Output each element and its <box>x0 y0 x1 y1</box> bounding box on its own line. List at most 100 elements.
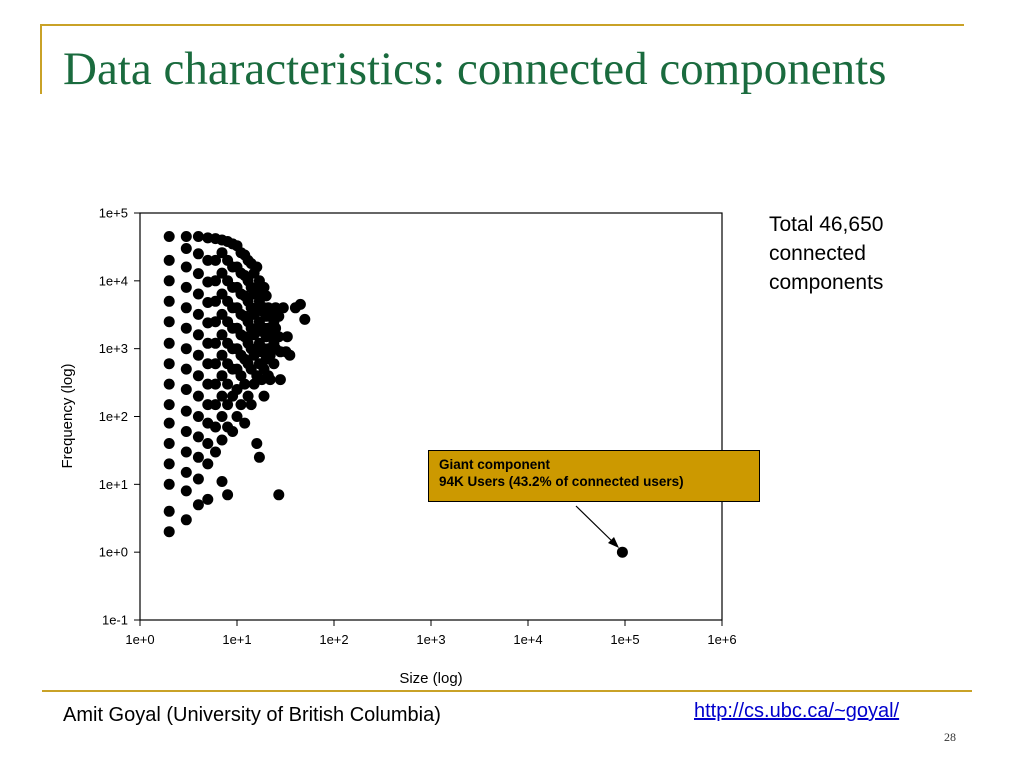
note-line-3: components <box>769 271 884 294</box>
data-point <box>192 231 204 242</box>
data-point <box>163 316 175 328</box>
data-point <box>192 268 204 280</box>
data-point <box>268 358 280 370</box>
data-point <box>216 247 228 259</box>
data-point <box>299 313 311 325</box>
top-accent-line <box>42 24 964 26</box>
footer-accent-line <box>42 690 972 692</box>
data-point <box>192 390 204 402</box>
data-point <box>216 411 228 422</box>
x-tick-label: 1e+2 <box>319 632 348 647</box>
data-point <box>210 275 221 287</box>
data-point <box>239 378 251 390</box>
data-point <box>163 417 175 429</box>
data-point <box>251 261 263 273</box>
data-point <box>210 254 221 266</box>
data-point <box>192 329 204 341</box>
callout-line-1: Giant component <box>439 457 550 472</box>
data-point <box>163 399 175 411</box>
data-point <box>202 358 214 370</box>
data-point <box>202 378 214 390</box>
data-point <box>180 446 192 458</box>
data-point <box>180 322 192 334</box>
data-point <box>235 370 247 382</box>
data-point <box>274 374 286 386</box>
data-point <box>216 349 228 361</box>
data-points <box>163 231 628 558</box>
x-tick-label: 1e+0 <box>125 632 154 647</box>
data-point <box>192 499 204 511</box>
x-tick-label: 1e+6 <box>707 632 736 647</box>
callout-line-2: 94K Users (43.2% of connected users) <box>439 474 684 489</box>
data-point <box>216 434 228 446</box>
data-point <box>163 378 175 390</box>
author-homepage-link[interactable]: http://cs.ubc.ca/~goyal/ <box>694 700 900 722</box>
data-point <box>192 473 204 485</box>
data-point <box>222 399 234 411</box>
data-point <box>202 254 214 266</box>
slide-title: Data characteristics: connected componen… <box>63 43 887 95</box>
data-point <box>253 451 265 463</box>
giant-component-callout: Giant component 94K Users (43.2% of conn… <box>428 450 760 502</box>
data-point <box>180 384 192 395</box>
data-point <box>258 281 270 293</box>
data-point <box>202 493 214 505</box>
left-accent-line <box>40 24 42 94</box>
data-point <box>222 378 234 390</box>
data-point <box>222 489 234 501</box>
data-point <box>192 288 204 300</box>
data-point <box>277 302 289 314</box>
y-axis: 1e-1 1e+0 1e+1 1e+2 1e+3 1e+4 1e+5 <box>99 206 140 628</box>
data-point <box>163 358 175 370</box>
data-point <box>180 281 192 293</box>
data-point <box>216 370 228 382</box>
x-tick-label: 1e+3 <box>416 632 445 647</box>
data-point <box>216 329 228 341</box>
y-tick-label: 1e+0 <box>99 545 128 560</box>
y-tick-label: 1e+2 <box>99 409 128 424</box>
data-point <box>235 399 247 411</box>
note-line-1: Total 46,650 <box>769 213 884 236</box>
y-tick-label: 1e+3 <box>99 341 128 356</box>
data-point <box>202 399 214 411</box>
x-axis: 1e+0 1e+1 1e+2 1e+3 1e+4 1e+5 1e+6 <box>125 620 737 647</box>
data-point <box>202 458 214 470</box>
data-point <box>163 295 175 307</box>
data-point <box>210 358 221 370</box>
data-point <box>231 411 243 422</box>
data-point <box>163 438 175 449</box>
data-point <box>192 451 204 463</box>
data-point <box>202 337 214 349</box>
data-point <box>163 458 175 470</box>
data-point <box>180 466 192 478</box>
data-point <box>163 275 175 287</box>
y-tick-label: 1e+5 <box>99 206 128 221</box>
data-point <box>180 405 192 417</box>
data-point <box>192 370 204 382</box>
callout-arrow <box>575 505 617 546</box>
note-line-2: connected <box>769 242 866 265</box>
total-components-note: Total 46,650 connected components <box>769 210 969 297</box>
data-point <box>270 302 282 314</box>
data-point <box>180 261 192 273</box>
data-point <box>180 363 192 375</box>
data-point <box>202 438 214 449</box>
y-tick-label: 1e+4 <box>99 273 128 288</box>
data-point <box>258 390 270 402</box>
data-point <box>260 290 272 302</box>
data-point <box>163 231 175 242</box>
data-point <box>210 337 221 349</box>
data-point <box>216 476 228 487</box>
data-point <box>216 267 228 279</box>
data-point <box>270 322 282 334</box>
data-point <box>180 231 192 242</box>
data-point <box>210 446 221 458</box>
y-axis-label: Frequency (log) <box>59 363 76 468</box>
data-point <box>163 254 175 266</box>
data-point <box>192 308 204 320</box>
y-tick-label: 1e+1 <box>99 477 128 492</box>
data-point <box>273 489 285 501</box>
x-tick-label: 1e+5 <box>610 632 639 647</box>
data-point <box>264 374 276 386</box>
data-point <box>192 431 204 443</box>
